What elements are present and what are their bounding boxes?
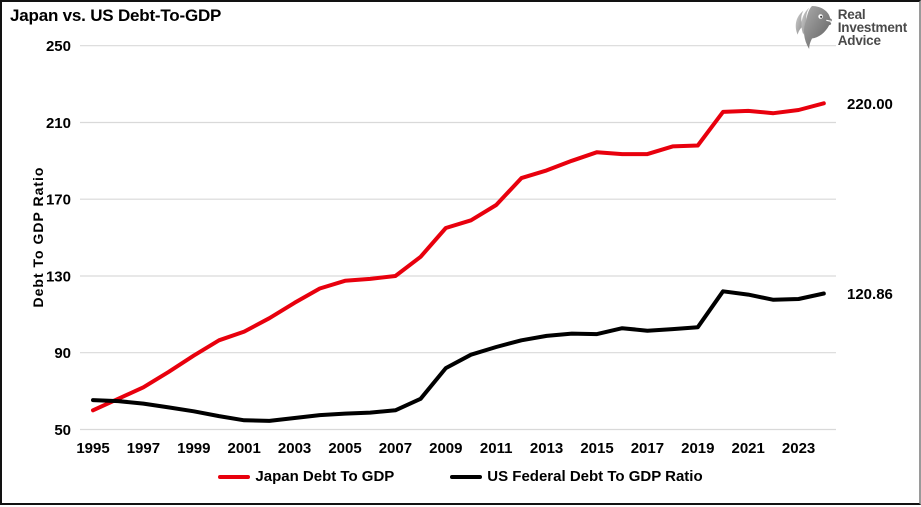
y-tick-label: 210 xyxy=(46,115,71,132)
x-tick-label: 2015 xyxy=(580,440,613,457)
series-line-japan xyxy=(91,101,826,413)
logo-line: Real xyxy=(837,7,866,22)
x-tick-label: 2007 xyxy=(379,440,412,457)
japan-line-swatch xyxy=(218,474,251,479)
x-tick-label: 2019 xyxy=(681,440,714,457)
logo-text: Real Investment Advice xyxy=(837,4,907,48)
us-line-swatch xyxy=(450,474,483,479)
logo-line: Advice xyxy=(837,33,881,48)
chart-title: Japan vs. US Debt-To-GDP xyxy=(10,6,222,25)
y-tick-label: 50 xyxy=(54,422,71,439)
x-tick-label: 2009 xyxy=(429,440,462,457)
y-tick-label: 90 xyxy=(54,345,71,362)
legend: Japan Debt To GDP US Federal Debt To GDP… xyxy=(0,468,921,485)
legend-label-japan: Japan Debt To GDP xyxy=(255,468,395,485)
legend-item-japan: Japan Debt To GDP xyxy=(218,468,394,485)
x-tick-label: 2021 xyxy=(732,440,765,457)
x-tick-label: 2017 xyxy=(631,440,664,457)
y-tick-label: 250 xyxy=(46,38,71,55)
end-value-label-us: 120.86 xyxy=(847,286,893,303)
x-tick-label: 2001 xyxy=(228,440,261,457)
x-tick-label: 2011 xyxy=(480,440,513,457)
x-tick-label: 1995 xyxy=(76,440,109,457)
legend-label-us: US Federal Debt To GDP Ratio xyxy=(487,468,703,485)
x-tick-label: 2013 xyxy=(530,440,563,457)
x-tick-label: 1999 xyxy=(177,440,210,457)
y-tick-label: 130 xyxy=(46,269,71,286)
brand-logo: Real Investment Advice xyxy=(791,4,907,50)
series-line-us xyxy=(91,289,826,423)
x-tick-label: 2023 xyxy=(782,440,815,457)
eagle-icon xyxy=(795,6,832,49)
legend-item-us: US Federal Debt To GDP Ratio xyxy=(450,468,703,485)
logo-line: Investment xyxy=(837,20,907,35)
y-axis-title: Debt To GDP Ratio xyxy=(30,166,46,308)
y-tick-label: 170 xyxy=(46,192,71,209)
x-tick-label: 1997 xyxy=(127,440,160,457)
end-value-label-japan: 220.00 xyxy=(847,96,893,113)
x-tick-label: 2005 xyxy=(328,440,361,457)
x-tick-label: 2003 xyxy=(278,440,311,457)
